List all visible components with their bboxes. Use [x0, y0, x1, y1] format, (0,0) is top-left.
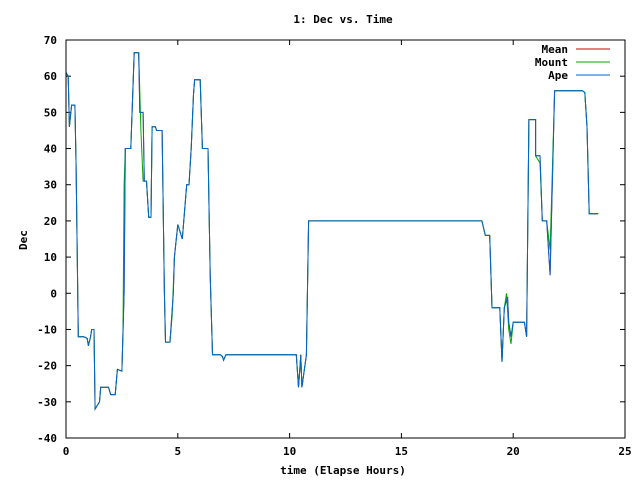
y-axis-label: Dec [17, 230, 30, 250]
chart-title: 1: Dec vs. Time [293, 13, 393, 26]
series-line-mean [65, 52, 599, 411]
y-tick-label: -30 [37, 396, 57, 409]
y-tick-label: -40 [37, 432, 57, 445]
y-tick-label: 70 [44, 34, 57, 47]
x-tick-label: 15 [395, 445, 408, 458]
y-tick-label: 50 [44, 106, 57, 119]
x-tick-label: 25 [618, 445, 631, 458]
x-axis-label: time (Elapse Hours) [280, 464, 406, 477]
axis-ticks: -40 -30 -20 -10 0 10 20 30 40 50 60 70 0 5 10 15 20 25 [37, 34, 632, 458]
x-tick-label: 0 [63, 445, 70, 458]
x-tick-label: 10 [283, 445, 296, 458]
y-tick-label: 20 [44, 215, 57, 228]
x-tick-label: 20 [507, 445, 520, 458]
y-tick-label: 10 [44, 251, 57, 264]
y-tick-label: 30 [44, 179, 57, 192]
y-tick-label: -10 [37, 323, 57, 336]
legend-label-ape: Ape [548, 69, 568, 82]
series-line-ape [65, 52, 599, 411]
series-line-mount [65, 52, 599, 411]
y-tick-label: 60 [44, 70, 57, 83]
series-layer [65, 52, 599, 411]
y-tick-label: 40 [44, 143, 57, 156]
plot-frame [65, 39, 626, 439]
y-tick-label: 0 [50, 287, 57, 300]
legend-label-mean: Mean [542, 43, 569, 56]
x-tick-label: 5 [174, 445, 181, 458]
y-tick-label: -20 [37, 360, 57, 373]
legend-label-mount: Mount [535, 56, 568, 69]
